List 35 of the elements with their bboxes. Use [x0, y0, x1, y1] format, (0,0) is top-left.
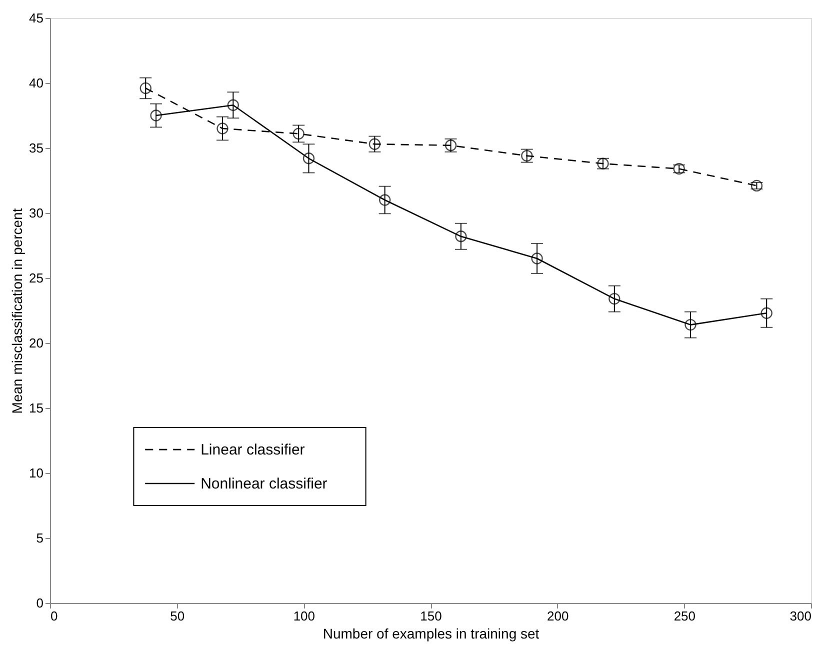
- y-tick-label: 5: [36, 530, 44, 546]
- y-tick-label: 25: [29, 270, 44, 286]
- point: [227, 99, 239, 111]
- x-tick-label: 50: [170, 608, 185, 624]
- point: [455, 230, 467, 242]
- point: [216, 122, 228, 134]
- x-tick-label: 0: [50, 608, 58, 624]
- x-tick-label: 250: [674, 608, 696, 624]
- x-tick-label: 300: [790, 608, 812, 624]
- legend-label: Nonlinear classifier: [200, 475, 328, 492]
- x-axis-title: Number of examples in training set: [322, 626, 540, 642]
- legend-label: Linear classifier: [200, 442, 305, 459]
- point: [302, 152, 315, 164]
- point: [684, 318, 696, 331]
- x-tick-label: 100: [293, 608, 316, 624]
- y-tick-label: 45: [29, 10, 44, 26]
- x-tick-label: 150: [420, 608, 442, 624]
- point: [368, 138, 381, 150]
- y-tick-label: 0: [36, 596, 44, 610]
- y-tick-label: 35: [29, 140, 44, 156]
- point: [608, 292, 620, 305]
- y-axis-title: Mean misclassification in percent: [9, 208, 26, 414]
- x-tick-label: 200: [546, 608, 569, 624]
- point: [378, 194, 391, 206]
- y-tick-label: 20: [29, 336, 44, 350]
- point: [150, 110, 162, 122]
- y-tick-label: 30: [29, 206, 44, 220]
- y-tick-label: 15: [29, 400, 44, 416]
- point: [531, 252, 543, 264]
- point: [760, 307, 772, 319]
- point: [140, 82, 152, 94]
- y-tick-label: 10: [29, 466, 44, 480]
- point: [750, 180, 763, 192]
- point: [292, 128, 304, 140]
- y-tick-label: 40: [29, 76, 44, 90]
